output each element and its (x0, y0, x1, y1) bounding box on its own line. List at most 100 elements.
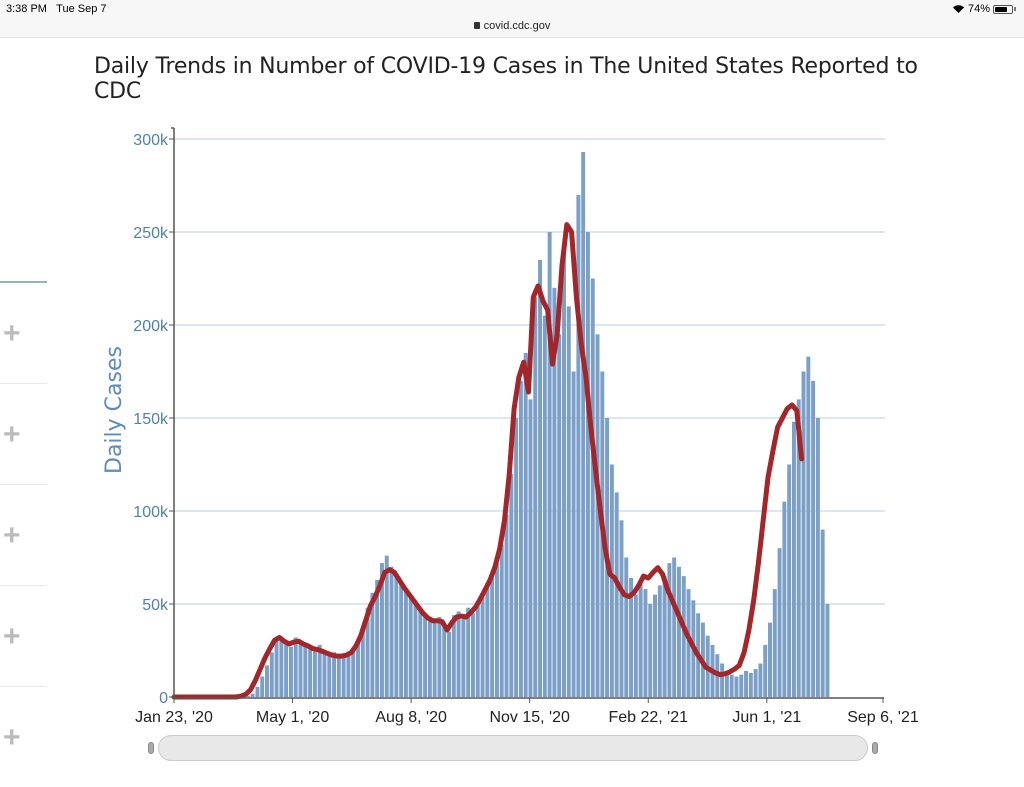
bar (457, 611, 461, 697)
bar (394, 576, 398, 697)
bar (346, 656, 350, 697)
bar (313, 649, 317, 697)
bar (773, 589, 777, 697)
x-tick-label: Nov 15, '20 (489, 709, 570, 726)
bar (332, 652, 336, 697)
bar (806, 357, 810, 697)
bar (428, 619, 432, 697)
bar (787, 465, 791, 698)
bar (327, 654, 331, 697)
bar (500, 544, 504, 697)
bar (567, 306, 571, 697)
bar-series (241, 152, 829, 697)
x-tick-label: Sep 6, '21 (847, 709, 919, 726)
scroller-right-handle[interactable] (872, 742, 878, 754)
y-tick-label: 200k (133, 318, 169, 335)
bar (782, 502, 786, 697)
bar (447, 632, 451, 697)
bar (476, 604, 480, 697)
bar (581, 152, 585, 697)
bar (821, 530, 825, 697)
bar (461, 619, 465, 697)
bar (308, 647, 312, 697)
bar (490, 578, 494, 697)
bar (481, 595, 485, 697)
bar (414, 604, 418, 697)
bar (471, 613, 475, 697)
bar (615, 492, 619, 697)
bar (648, 604, 652, 697)
bar (509, 474, 513, 697)
bar (768, 623, 772, 697)
bar (270, 652, 274, 697)
bar (294, 637, 298, 697)
bar (543, 316, 547, 697)
bar (682, 576, 686, 697)
bar (524, 353, 528, 697)
x-tick-label: Jun 1, '21 (732, 709, 801, 726)
bar (730, 675, 734, 697)
bar (754, 669, 758, 697)
x-tick-label: Aug 8, '20 (375, 709, 447, 726)
bar (423, 613, 427, 697)
bar (255, 687, 259, 697)
bar (495, 563, 499, 697)
scroller-left-handle[interactable] (148, 742, 154, 754)
bar (610, 465, 614, 698)
bar (653, 595, 657, 697)
bar (418, 610, 422, 697)
bar (811, 381, 815, 697)
bar (816, 418, 820, 697)
y-tick-label: 150k (133, 411, 169, 428)
bar (251, 694, 255, 697)
bar (337, 658, 341, 697)
bar (466, 608, 470, 697)
bar (663, 576, 667, 697)
x-tick-label: Feb 22, '21 (608, 709, 688, 726)
range-scroller[interactable] (148, 735, 878, 761)
bar (529, 399, 533, 697)
bar (749, 673, 753, 697)
y-tick-label: 300k (133, 132, 169, 149)
bar (284, 643, 288, 697)
bar (734, 677, 738, 697)
bar (409, 595, 413, 697)
bar (437, 617, 441, 697)
bar (624, 558, 628, 698)
scroller-track[interactable] (158, 735, 868, 761)
bar (548, 232, 552, 697)
bar (342, 656, 346, 697)
bar (260, 677, 264, 697)
bar (265, 665, 269, 697)
bar (643, 589, 647, 697)
bar (390, 567, 394, 697)
bar (677, 567, 681, 697)
bar (576, 195, 580, 697)
bar (351, 651, 355, 698)
bar (620, 520, 624, 697)
bar (720, 664, 724, 697)
bar (658, 585, 662, 697)
y-tick-label: 0 (159, 690, 168, 707)
bar (299, 641, 303, 697)
bar (758, 664, 762, 697)
bar (514, 418, 518, 697)
bar (538, 260, 542, 697)
bar (323, 651, 327, 698)
bar (279, 637, 283, 697)
bar (404, 589, 408, 697)
x-tick-label: May 1, '20 (256, 709, 329, 726)
bar (591, 279, 595, 698)
bar (442, 626, 446, 697)
bar (562, 251, 566, 697)
x-tick-label: Jan 23, '20 (135, 709, 213, 726)
bar (778, 548, 782, 697)
bar (399, 582, 403, 697)
bar (639, 582, 643, 697)
bar (792, 422, 796, 697)
y-tick-label: 250k (133, 225, 169, 242)
bar (485, 585, 489, 697)
bar (572, 372, 576, 698)
bar (586, 232, 590, 697)
bar (739, 675, 743, 697)
